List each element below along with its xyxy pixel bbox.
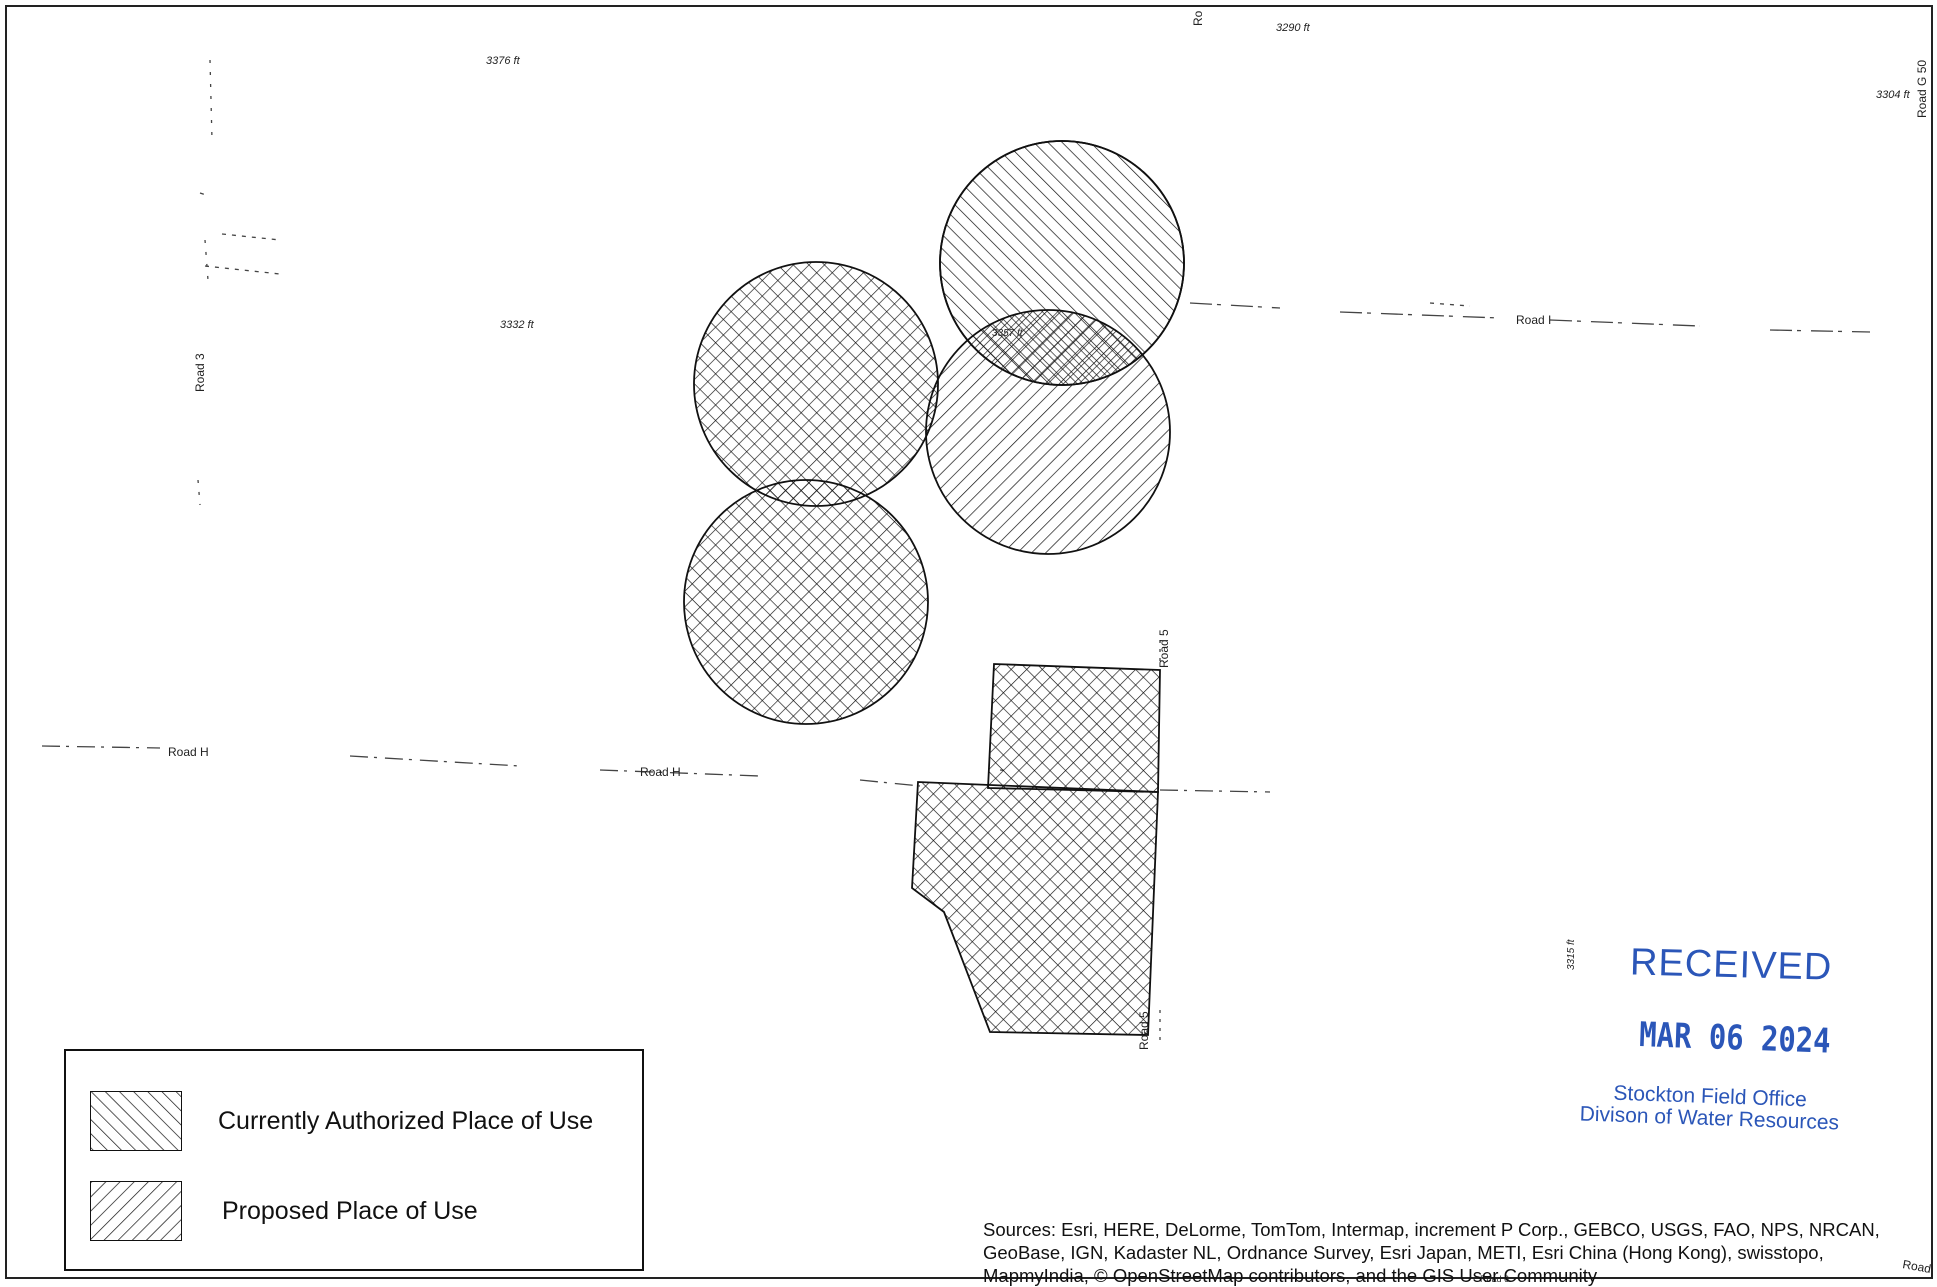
- received-stamp-office: Stockton Field Office Divison of Water R…: [1579, 1081, 1840, 1135]
- parcel-lower: [911, 781, 1159, 1036]
- elevation-label: 3376 ft: [486, 55, 521, 67]
- road-3-line: [197, 59, 213, 506]
- road-scatter: [199, 192, 1471, 772]
- road-5-top-label: Road 5: [1157, 629, 1171, 668]
- elevation-label: 3332 ft: [500, 319, 535, 331]
- road-i-line: [1189, 302, 1871, 333]
- elevation-label: 3315 ft: [1566, 938, 1577, 970]
- map-legend: Currently Authorized Place of Use Propos…: [64, 1049, 644, 1271]
- road-h-mid-label: Road H: [640, 765, 681, 779]
- road-right-edge-label: Road: [1901, 1257, 1932, 1276]
- combined-circle-lower: [683, 479, 929, 725]
- legend-item-proposed: Proposed Place of Use: [90, 1181, 478, 1241]
- legend-item-authorized: Currently Authorized Place of Use: [90, 1091, 593, 1151]
- road-g50-label: Road G 50: [1915, 60, 1929, 118]
- diagonal-hatch-swatch-icon: [90, 1091, 182, 1151]
- map-frame: [5, 5, 1933, 1279]
- road-lines: [41, 59, 1871, 1040]
- reverse-hatch-swatch-icon: [90, 1181, 182, 1241]
- road-i-label: Road I: [1516, 313, 1551, 327]
- road-3-label: Road 3: [193, 353, 207, 392]
- parcel-upper: [987, 663, 1161, 793]
- elevation-label: 3290 ft: [1276, 22, 1311, 34]
- road-h-line: [41, 745, 1271, 793]
- road-top-label: Ro: [1191, 10, 1205, 26]
- received-stamp-date: MAR 06 2024: [1638, 1015, 1832, 1062]
- combined-circle-upper: [693, 261, 939, 507]
- road-5-bottom-label: Road 5: [1137, 1011, 1151, 1050]
- legend-label-authorized: Currently Authorized Place of Use: [218, 1106, 594, 1135]
- road-bottom-label: Road 6: [1480, 1274, 1509, 1283]
- road-h-left-label: Road H: [168, 745, 209, 759]
- legend-label-proposed: Proposed Place of Use: [222, 1196, 478, 1225]
- elevation-label: 3357 ft: [992, 328, 1024, 339]
- elevation-label: 3304 ft: [1876, 89, 1911, 101]
- sources-attribution: Sources: Esri, HERE, DeLorme, TomTom, In…: [983, 1219, 1880, 1286]
- received-stamp-title: RECEIVED: [1629, 941, 1833, 989]
